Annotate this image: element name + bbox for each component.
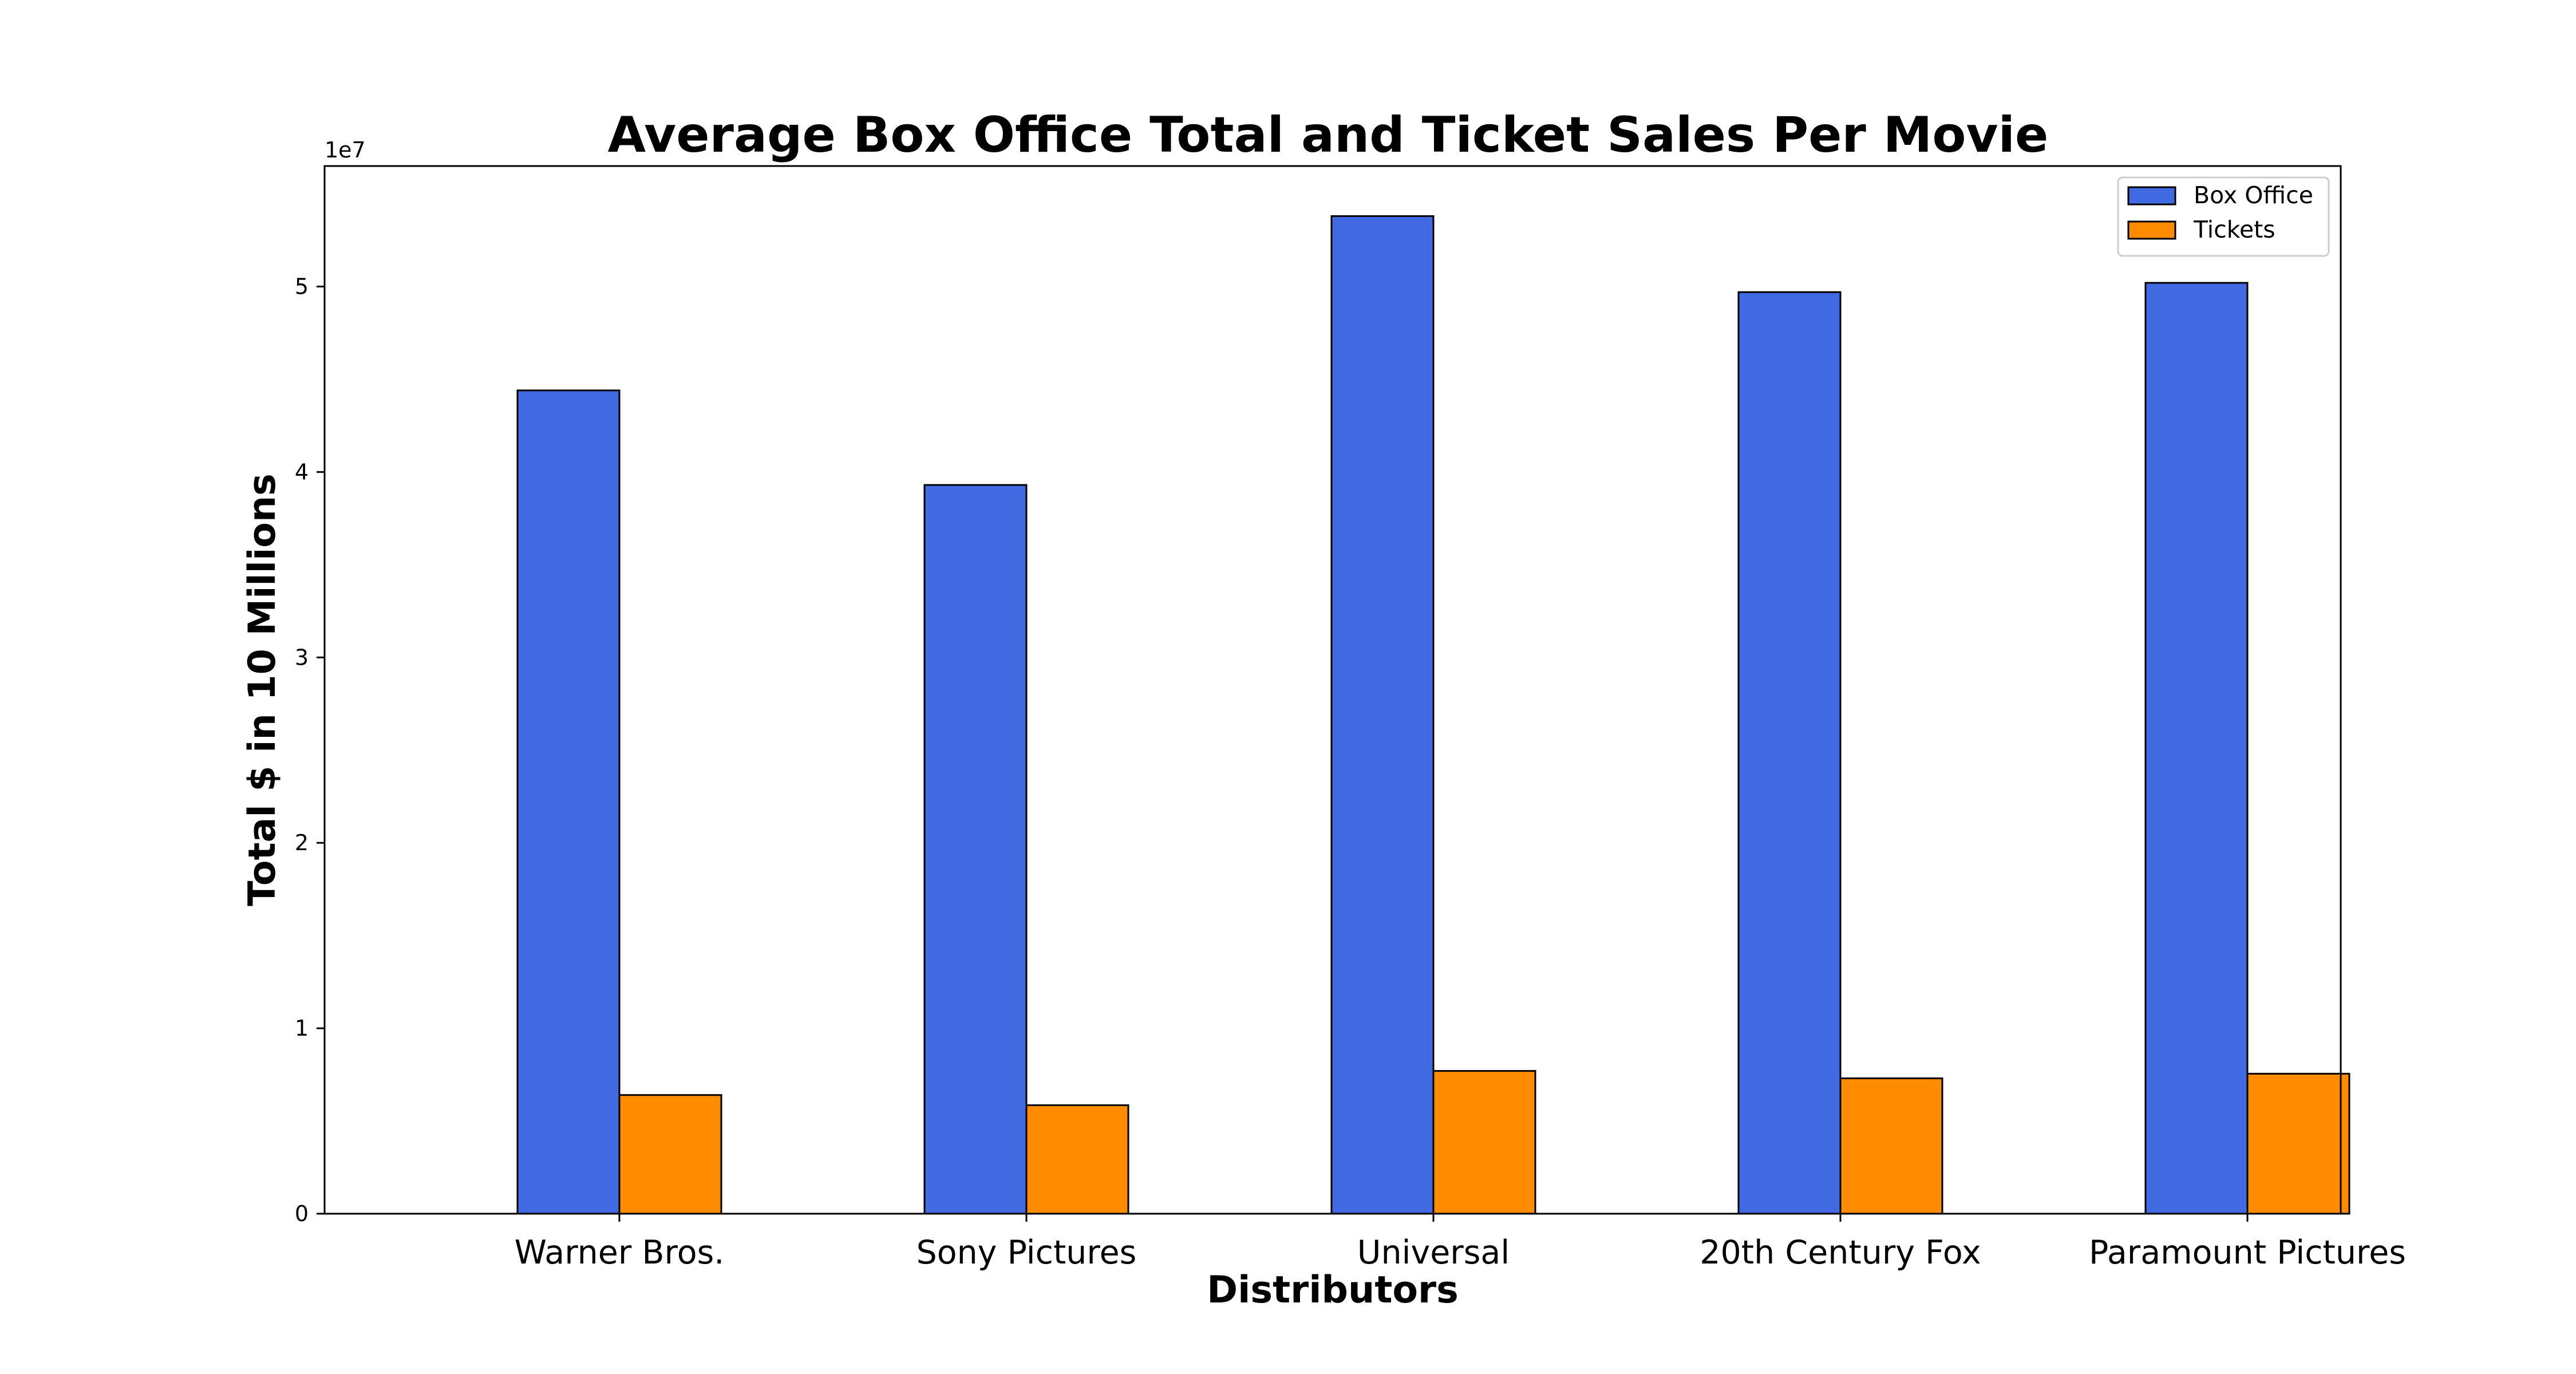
y-tick-label: 5 [295, 274, 309, 299]
y-tick-label: 0 [295, 1201, 309, 1226]
bars [516, 215, 2350, 1215]
bar-box-office-2 [1330, 215, 1435, 1215]
bar-box-office-0 [516, 389, 621, 1215]
x-axis-ticks: Warner Bros. Sony Pictures Universal 20th C… [515, 1214, 2406, 1272]
legend-swatch-box-office [2127, 186, 2176, 206]
y-tick-label: 1 [295, 1016, 309, 1041]
x-tick-label: Sony Pictures [916, 1234, 1137, 1272]
x-tick-label: 20th Century Fox [1700, 1234, 1981, 1272]
y-tick-label: 2 [295, 830, 309, 855]
legend-swatch-tickets [2127, 220, 2176, 240]
bar-tickets-2 [1432, 1070, 1536, 1215]
bar-box-office-3 [1737, 291, 1842, 1215]
bar-tickets-1 [1025, 1104, 1129, 1215]
legend-label: Box Office [2194, 181, 2313, 209]
x-axis-label: Distributors [1207, 1269, 1459, 1312]
legend-label: Tickets [2193, 216, 2275, 243]
chart-title: Average Box Office Total and Ticket Sale… [608, 106, 2049, 164]
bar-tickets-4 [2246, 1072, 2350, 1215]
bar-box-office-1 [923, 484, 1028, 1215]
plot-frame [323, 165, 2342, 1215]
y-offset-label: 1e7 [325, 137, 366, 163]
y-tick-label: 4 [295, 459, 309, 484]
bar-tickets-0 [618, 1094, 722, 1215]
y-axis-ticks: 0 1 2 3 4 5 [295, 274, 325, 1226]
x-tick-label: Paramount Pictures [2089, 1234, 2406, 1272]
bar-tickets-3 [1839, 1077, 1943, 1215]
x-tick-label: Warner Bros. [515, 1234, 725, 1272]
x-tick-label: Universal [1357, 1234, 1510, 1272]
legend: Box Office Tickets [2117, 176, 2330, 257]
bar-box-office-4 [2144, 282, 2249, 1215]
y-axis-label: Total $ in 10 Millions [241, 473, 284, 906]
y-tick-label: 3 [295, 645, 309, 670]
